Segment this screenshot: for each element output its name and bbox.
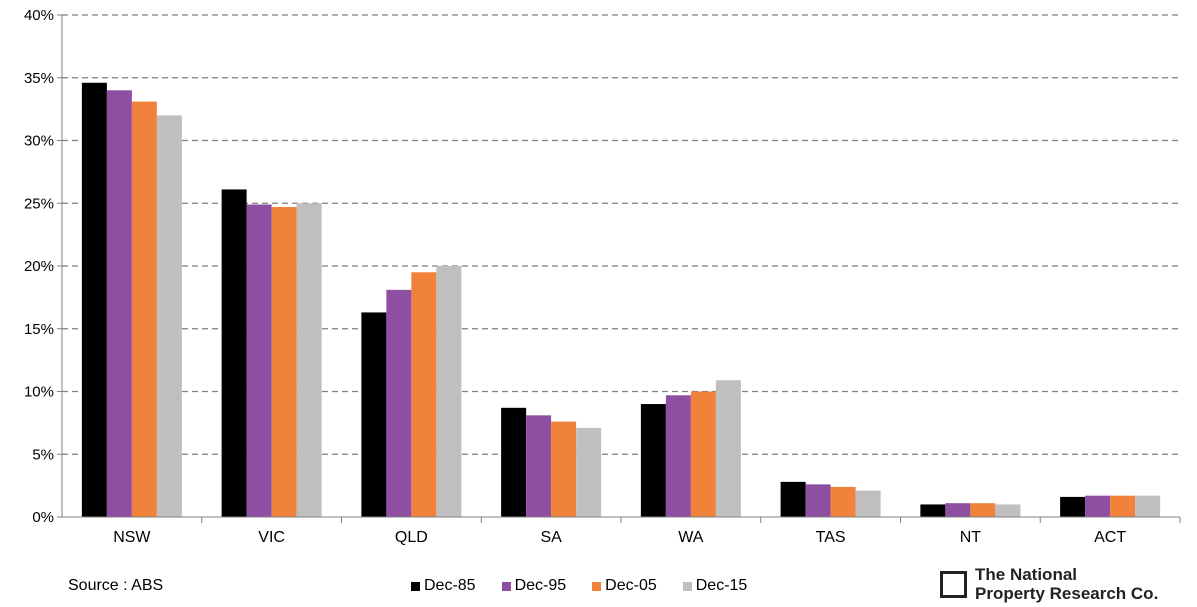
- bar-dec-95-sa: [526, 415, 552, 517]
- legend-swatch: [501, 581, 511, 591]
- legend-swatch: [411, 581, 420, 591]
- logo-text: The National Property Research Co.: [975, 565, 1158, 603]
- bar-dec-05-nt: [970, 503, 996, 517]
- legend-item-dec-85: Dec-85: [411, 577, 476, 595]
- y-tick-label: 10%: [24, 384, 54, 401]
- legend-item-dec-95: Dec-95: [501, 577, 567, 595]
- x-tick-label: WA: [678, 529, 704, 546]
- legend-label: Dec-05: [605, 577, 657, 594]
- bar-dec-15-qld: [436, 266, 462, 517]
- bar-dec-05-tas: [830, 486, 856, 517]
- y-tick-label: 15%: [24, 321, 54, 338]
- bar-dec-15-sa: [576, 427, 602, 517]
- legend: Dec-85 Dec-95 Dec-05 Dec-15: [411, 577, 747, 595]
- company-logo: The National Property Research Co.: [940, 565, 1158, 603]
- logo-line-2: Property Research Co.: [975, 584, 1159, 603]
- x-tick-label: VIC: [258, 529, 285, 546]
- bar-dec-95-vic: [246, 204, 272, 517]
- bar-dec-95-tas: [805, 484, 831, 517]
- bar-dec-15-act: [1135, 495, 1161, 517]
- bar-dec-05-sa: [551, 421, 577, 517]
- legend-label: Dec-15: [695, 577, 748, 594]
- bar-dec-15-tas: [855, 490, 881, 517]
- logo-square-icon: [940, 570, 967, 598]
- bar-dec-15-wa: [715, 380, 741, 517]
- y-tick-label: 0%: [32, 509, 54, 526]
- y-tick-label: 25%: [24, 195, 54, 212]
- x-tick-label: TAS: [816, 529, 846, 546]
- legend-label: Dec-95: [514, 577, 567, 594]
- bar-dec-85-nsw: [81, 82, 107, 518]
- bar-dec-95-nt: [945, 503, 971, 517]
- bar-dec-05-vic: [271, 207, 297, 517]
- bar-dec-85-sa: [501, 407, 527, 517]
- source-note: Source : ABS: [68, 577, 164, 594]
- bar-dec-15-nt: [995, 504, 1021, 517]
- bar-dec-85-wa: [640, 404, 666, 517]
- logo-line-1: The National: [975, 565, 1078, 584]
- x-tick-label: QLD: [395, 529, 428, 546]
- legend-label: Dec-85: [424, 577, 476, 594]
- bar-dec-05-nsw: [131, 101, 157, 517]
- y-tick-label: 20%: [24, 258, 54, 275]
- bar-dec-05-wa: [690, 391, 716, 517]
- x-tick-label: NSW: [113, 529, 151, 546]
- bar-dec-85-act: [1060, 496, 1086, 517]
- bar-dec-95-qld: [386, 289, 412, 517]
- bar-dec-05-qld: [411, 272, 437, 517]
- bar-dec-15-nsw: [156, 115, 182, 518]
- y-tick-label: 30%: [24, 133, 54, 150]
- x-tick-label: SA: [540, 529, 562, 546]
- legend-item-dec-15: Dec-15: [682, 577, 748, 595]
- bar-dec-85-tas: [780, 481, 806, 517]
- bar-dec-85-nt: [920, 504, 946, 517]
- y-tick-label: 40%: [24, 7, 54, 24]
- legend-swatch: [592, 581, 602, 591]
- bar-dec-05-act: [1110, 495, 1136, 517]
- y-tick-label: 35%: [24, 70, 54, 87]
- legend-item-dec-05: Dec-05: [592, 577, 657, 595]
- legend-swatch: [682, 581, 692, 591]
- bar-dec-95-wa: [665, 395, 691, 517]
- bar-dec-85-qld: [361, 312, 387, 517]
- x-tick-label: ACT: [1094, 529, 1126, 546]
- bar-dec-15-vic: [296, 203, 322, 517]
- y-tick-label: 5%: [32, 446, 54, 463]
- bar-dec-85-vic: [221, 189, 247, 517]
- x-tick-label: NT: [960, 529, 982, 546]
- bar-dec-95-nsw: [106, 90, 132, 518]
- bar-dec-95-act: [1085, 495, 1111, 517]
